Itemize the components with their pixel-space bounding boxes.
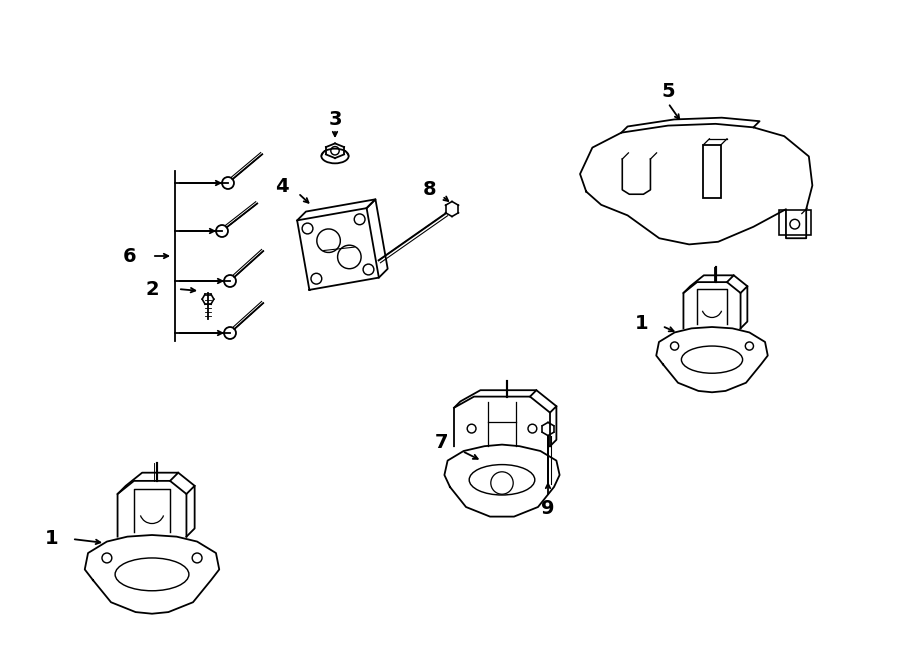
- Text: 2: 2: [145, 280, 158, 299]
- Text: 5: 5: [662, 81, 675, 100]
- Text: 6: 6: [123, 247, 137, 266]
- Text: 1: 1: [45, 529, 58, 549]
- Bar: [778, 210, 811, 235]
- Text: 1: 1: [635, 313, 649, 332]
- Text: 9: 9: [541, 500, 554, 518]
- Bar: [703, 145, 721, 198]
- Text: 7: 7: [436, 434, 449, 453]
- Text: 4: 4: [275, 176, 289, 196]
- Text: 8: 8: [423, 180, 436, 198]
- Text: 3: 3: [328, 110, 342, 128]
